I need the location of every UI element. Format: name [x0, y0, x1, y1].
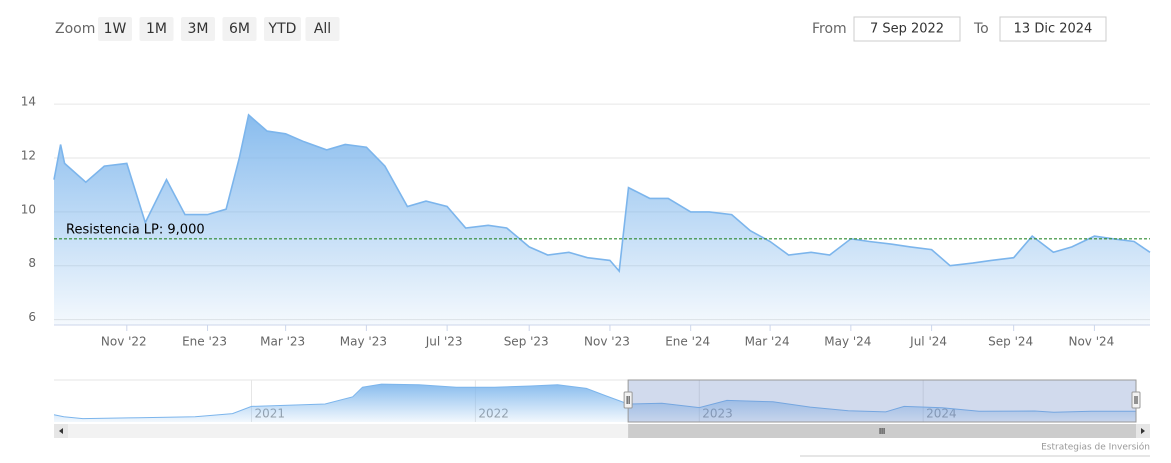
scroll-left-arrow: [59, 428, 63, 434]
from-value[interactable]: 7 Sep 2022: [870, 22, 944, 37]
to-value[interactable]: 13 Dic 2024: [1014, 22, 1093, 37]
credits: Estrategias de Inversión: [1041, 442, 1150, 453]
x-tick-label: Jul '23: [425, 335, 463, 349]
y-tick-label: 8: [28, 256, 36, 270]
zoom-button-label[interactable]: 6M: [229, 21, 250, 37]
x-tick-label: Sep '23: [504, 335, 549, 349]
navigator-handle[interactable]: [623, 391, 633, 409]
zoom-button[interactable]: [139, 17, 174, 41]
zoom-button-label[interactable]: YTD: [268, 21, 297, 37]
navigator-handle[interactable]: [1131, 391, 1141, 409]
resistance-label: Resistencia LP: 9,000: [66, 222, 205, 237]
price-line: [53, 113, 1151, 274]
zoom-button[interactable]: [181, 17, 215, 41]
x-tick-label: Sep '24: [988, 335, 1033, 349]
y-tick-label: 14: [21, 95, 36, 109]
navigator-window: [627, 379, 1137, 423]
x-tick-label: Ene '24: [665, 335, 710, 349]
x-tick-label: Nov '24: [1068, 335, 1114, 349]
x-tick-label: Nov '22: [101, 335, 147, 349]
x-tick-label: Jul '24: [909, 335, 947, 349]
zoom-label: Zoom: [55, 21, 95, 37]
area-fill: [54, 384, 1136, 422]
y-tick-label: 12: [21, 149, 36, 163]
zoom-button[interactable]: [305, 17, 340, 41]
to-input[interactable]: [999, 16, 1107, 42]
scroll-right-arrow: [1141, 428, 1145, 434]
x-tick-label: May '24: [824, 335, 871, 349]
zoom-button-label[interactable]: 1W: [104, 21, 127, 37]
zoom-button-label[interactable]: 1M: [146, 21, 167, 37]
zoom-button[interactable]: [98, 17, 132, 41]
price-line: [53, 383, 1136, 420]
area-fill: [54, 114, 1150, 326]
zoom-button[interactable]: [264, 17, 301, 41]
y-tick-label: 6: [28, 310, 36, 324]
from-input[interactable]: [853, 16, 961, 42]
x-tick-label: Mar '24: [745, 335, 790, 349]
from-label: From: [812, 21, 847, 37]
zoom-button-label[interactable]: All: [314, 21, 331, 37]
x-tick-label: May '23: [340, 335, 387, 349]
x-tick-label: Mar '23: [260, 335, 305, 349]
x-tick-label: Nov '23: [584, 335, 630, 349]
x-tick-label: Ene '23: [182, 335, 227, 349]
to-label: To: [973, 21, 989, 37]
zoom-button[interactable]: [222, 17, 257, 41]
zoom-button-label[interactable]: 3M: [188, 21, 209, 37]
y-tick-label: 10: [21, 202, 36, 216]
